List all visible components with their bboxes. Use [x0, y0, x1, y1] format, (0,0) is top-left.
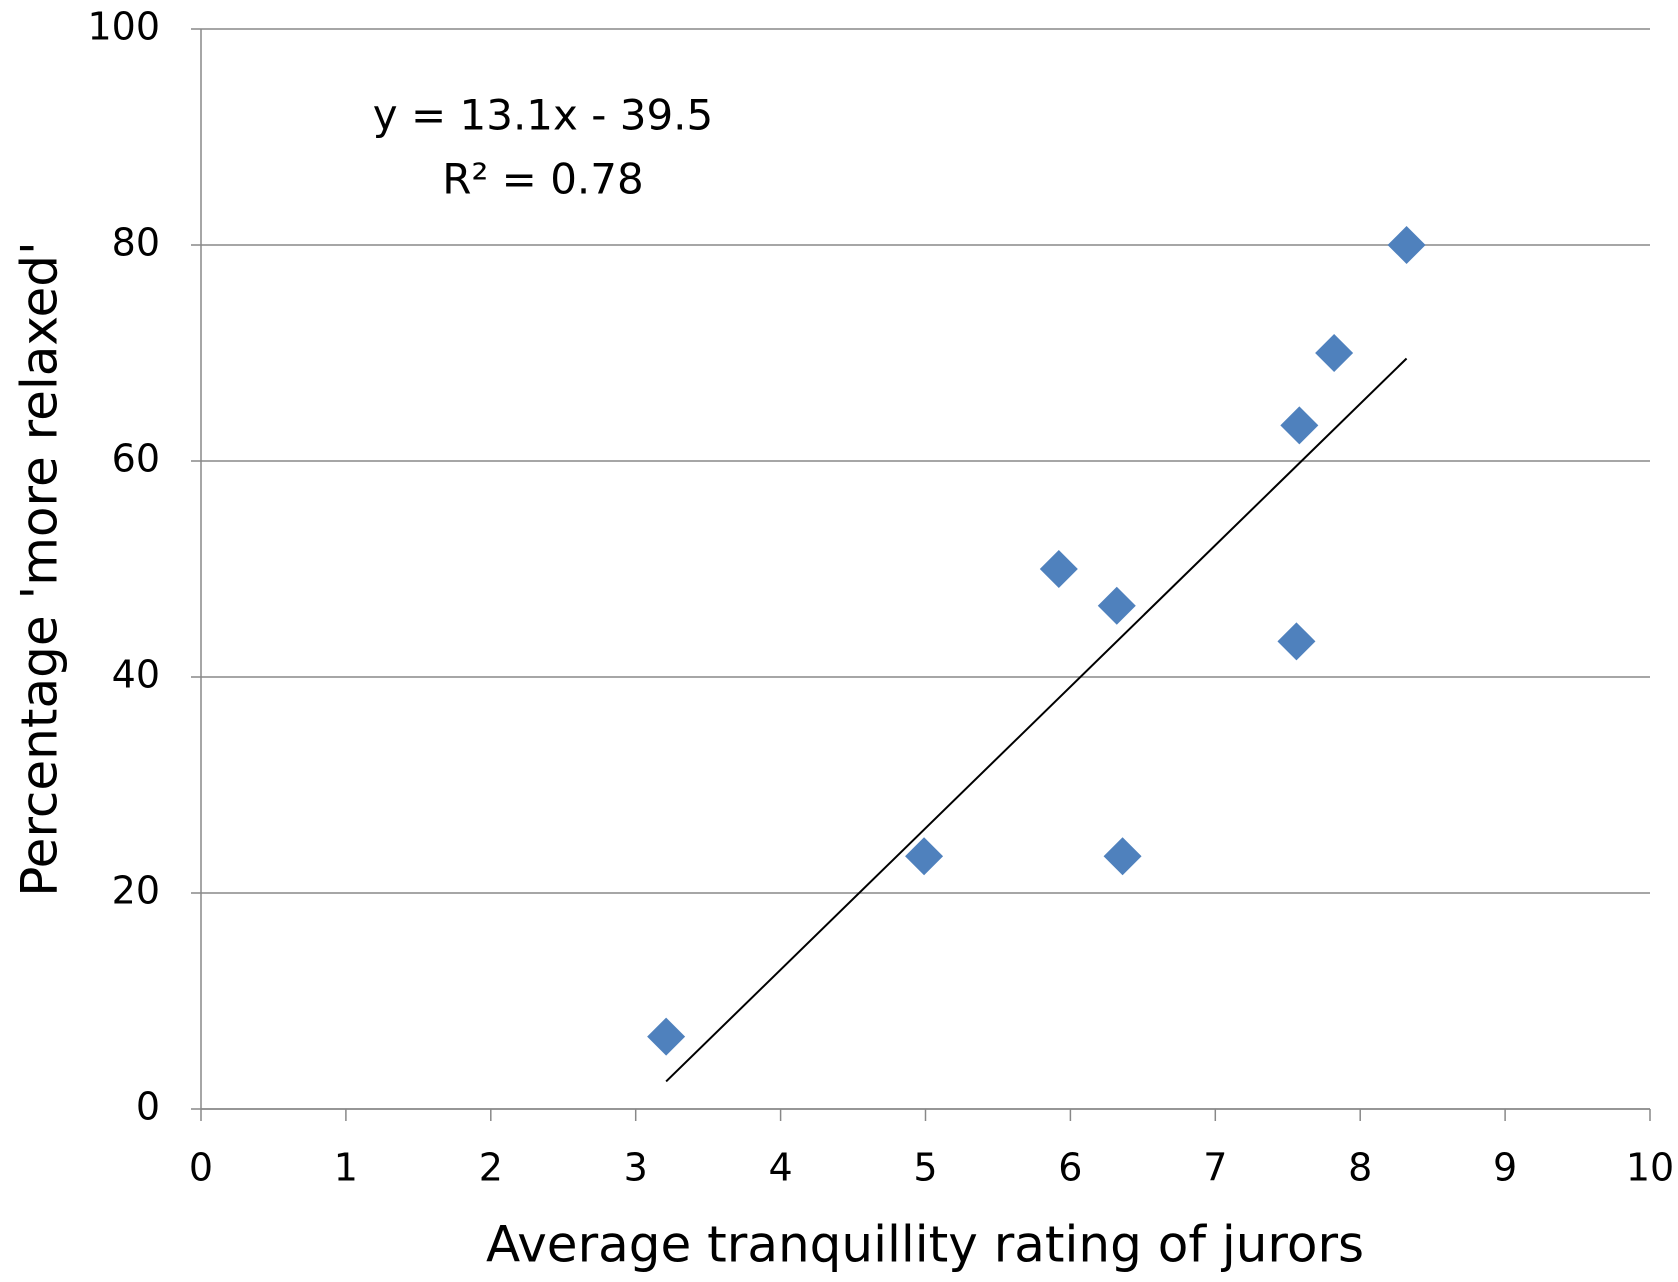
- point: [1280, 406, 1319, 445]
- x-tick-label: 3: [624, 1146, 648, 1190]
- y-tick-label: 20: [112, 869, 160, 913]
- r-squared: R² = 0.78: [442, 155, 643, 204]
- y-tick-label: 60: [112, 437, 160, 481]
- trendline-equation: y = 13.1x - 39.5: [373, 91, 714, 140]
- x-tick-label: 4: [769, 1146, 793, 1190]
- x-tick-label: 5: [913, 1146, 937, 1190]
- x-tick-label: 1: [334, 1146, 358, 1190]
- point: [1315, 334, 1354, 372]
- y-axis-title: Percentage 'more relaxed': [11, 241, 69, 896]
- x-tick-label: 10: [1626, 1146, 1674, 1190]
- x-tick-label: 7: [1203, 1146, 1227, 1190]
- x-tick-label: 9: [1493, 1146, 1517, 1190]
- point: [1277, 622, 1316, 661]
- y-tick-label: 40: [112, 653, 160, 697]
- point: [1097, 586, 1136, 625]
- y-tick-label: 80: [112, 221, 160, 265]
- x-tick-label: 6: [1058, 1146, 1082, 1190]
- trendline: [665, 357, 1408, 1083]
- y-tick-label: 0: [136, 1085, 160, 1129]
- y-tick-label: 100: [87, 5, 160, 49]
- x-tick-label: 8: [1348, 1146, 1372, 1190]
- point: [1387, 226, 1426, 264]
- x-axis-title: Average tranquillity rating of jurors: [486, 1216, 1364, 1274]
- point: [905, 837, 944, 876]
- point: [1103, 837, 1142, 876]
- x-tick-label: 0: [189, 1146, 213, 1190]
- point: [1039, 550, 1078, 588]
- x-tick-label: 2: [479, 1146, 503, 1190]
- point: [647, 1017, 686, 1056]
